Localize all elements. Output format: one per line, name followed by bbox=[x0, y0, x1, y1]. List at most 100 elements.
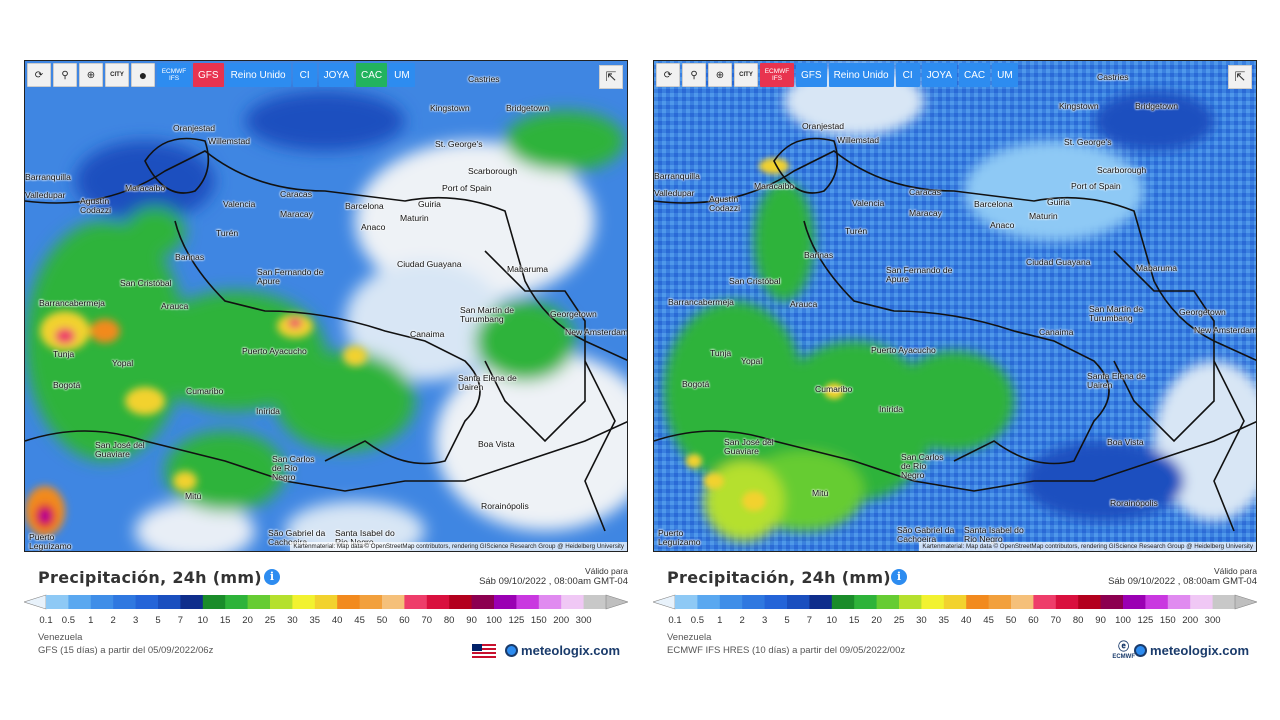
model-button-ecmwf[interactable]: ECMWF IFS bbox=[760, 63, 794, 87]
scale-swatch bbox=[68, 595, 92, 609]
city-label: Agustín Codazzi bbox=[709, 194, 741, 213]
scale-swatch bbox=[516, 595, 540, 609]
dot-icon[interactable]: ● bbox=[131, 63, 155, 87]
region-button-cac[interactable]: CAC bbox=[356, 63, 388, 87]
legend-title: Precipitación, 24h (mm) bbox=[667, 568, 891, 587]
map-view[interactable]: ⟳ ⚲ ⊕ CITY ECMWF IFS GFS Reino Unido CI … bbox=[653, 60, 1257, 552]
city-label: Inírida bbox=[879, 404, 903, 414]
location-pin-icon[interactable]: ⚲ bbox=[682, 63, 706, 87]
city-icon[interactable]: CITY bbox=[734, 63, 758, 87]
region-button-reino-unido[interactable]: Reino Unido bbox=[828, 63, 894, 87]
city-label: Scarborough bbox=[1097, 165, 1147, 175]
scale-label: 200 bbox=[553, 615, 570, 626]
city-label: Agustín Codazzi bbox=[80, 196, 112, 215]
zoom-icon[interactable]: ⊕ bbox=[708, 63, 732, 87]
city-label: Anaco bbox=[990, 220, 1015, 230]
scale-label: 50 bbox=[1005, 615, 1017, 626]
region-button-joya[interactable]: JOYA bbox=[921, 63, 957, 87]
city-icon[interactable]: CITY bbox=[105, 63, 129, 87]
precipitation-map-canvas[interactable] bbox=[25, 61, 628, 552]
region-button-um[interactable]: UM bbox=[389, 63, 415, 87]
model-button-gfs[interactable]: GFS bbox=[193, 63, 224, 87]
city-label: Port of Spain bbox=[1071, 181, 1121, 191]
scale-swatch bbox=[742, 595, 766, 609]
city-label: Mabaruma bbox=[507, 264, 549, 274]
scale-label: 15 bbox=[848, 615, 860, 626]
scale-swatch bbox=[1190, 595, 1214, 609]
map-toolbar: ⟳ ⚲ ⊕ CITY ● ECMWF IFS GFS Reino Unido C… bbox=[27, 63, 415, 89]
scale-swatch bbox=[697, 595, 721, 609]
scale-label: 45 bbox=[983, 615, 994, 626]
refresh-icon[interactable]: ⟳ bbox=[27, 63, 51, 87]
scale-swatch bbox=[764, 595, 788, 609]
city-label: Oranjestad bbox=[173, 123, 216, 133]
scale-label: 100 bbox=[486, 615, 502, 626]
map-view[interactable]: ⟳ ⚲ ⊕ CITY ● ECMWF IFS GFS Reino Unido C… bbox=[24, 60, 628, 552]
city-label: Bridgetown bbox=[1135, 101, 1178, 111]
city-label: Rorainópolis bbox=[481, 501, 529, 511]
city-label: Ciudad Guayana bbox=[397, 259, 462, 269]
share-icon[interactable]: ⇱ bbox=[599, 65, 623, 89]
brand-text: meteologix.com bbox=[1150, 643, 1249, 658]
city-label: Puerto Ayacucho bbox=[871, 345, 936, 355]
ecmwf-logo-icon: ⓔ bbox=[1118, 641, 1130, 653]
scale-arrow-left bbox=[24, 594, 47, 610]
city-label: St. George's bbox=[1064, 137, 1112, 147]
city-label: Mitú bbox=[812, 488, 829, 498]
city-label: São Gabriel da Cachoeira bbox=[268, 528, 326, 547]
city-label: Mitú bbox=[185, 491, 202, 501]
scale-label: 45 bbox=[354, 615, 365, 626]
info-icon[interactable]: i bbox=[264, 569, 280, 585]
legend-title: Precipitación, 24h (mm) bbox=[38, 568, 262, 587]
scale-label: 90 bbox=[1095, 615, 1106, 626]
scale-swatch bbox=[966, 595, 990, 609]
region-button-reino-unido[interactable]: Reino Unido bbox=[225, 63, 291, 87]
city-label: Inírida bbox=[256, 406, 280, 416]
region-button-cac[interactable]: CAC bbox=[959, 63, 991, 87]
globe-icon bbox=[1134, 644, 1148, 657]
city-label: Valencia bbox=[223, 199, 256, 209]
scale-label: 7 bbox=[806, 615, 813, 626]
model-button-ecmwf[interactable]: ECMWF IFS bbox=[157, 63, 191, 87]
us-flag-icon bbox=[472, 644, 496, 658]
region-name: Venezuela bbox=[38, 632, 83, 643]
share-icon[interactable]: ⇱ bbox=[1228, 65, 1252, 89]
region-button-ci[interactable]: CI bbox=[895, 63, 920, 87]
city-label: Rorainópolis bbox=[1110, 498, 1158, 508]
model-button-gfs[interactable]: GFS bbox=[796, 63, 827, 87]
city-label: Yopal bbox=[112, 358, 134, 368]
city-label: Barrancabermeja bbox=[39, 298, 105, 308]
precipitation-map-canvas[interactable] bbox=[654, 61, 1257, 552]
scale-label: 1 bbox=[88, 615, 94, 626]
location-pin-icon[interactable]: ⚲ bbox=[53, 63, 77, 87]
city-label: Willemstad bbox=[208, 136, 251, 146]
zoom-icon[interactable]: ⊕ bbox=[79, 63, 103, 87]
scale-label: 70 bbox=[1050, 615, 1062, 626]
scale-label: 35 bbox=[309, 615, 321, 626]
city-label: Tunja bbox=[710, 348, 732, 358]
city-label: San Fernando de Apure bbox=[886, 265, 953, 284]
city-label: Guiria bbox=[1047, 197, 1070, 207]
scale-swatch bbox=[158, 595, 181, 609]
region-button-um[interactable]: UM bbox=[992, 63, 1018, 87]
scale-label: 80 bbox=[443, 615, 455, 626]
meteologix-brand[interactable]: meteologix.com bbox=[505, 643, 620, 658]
city-label: Maracaibo bbox=[754, 181, 795, 191]
refresh-icon[interactable]: ⟳ bbox=[656, 63, 680, 87]
city-label: Anaco bbox=[361, 222, 386, 232]
city-label: Bridgetown bbox=[506, 103, 549, 113]
scale-label: 5 bbox=[155, 615, 161, 626]
scale-label: 90 bbox=[466, 615, 477, 626]
city-label: Maracay bbox=[909, 208, 942, 218]
scale-label: 40 bbox=[960, 615, 972, 626]
info-icon[interactable]: i bbox=[891, 569, 907, 585]
meteologix-brand[interactable]: meteologix.com bbox=[1134, 643, 1249, 658]
scale-swatch bbox=[1033, 595, 1057, 609]
region-button-ci[interactable]: CI bbox=[292, 63, 317, 87]
scale-arrow-right bbox=[1234, 594, 1257, 610]
city-label: Kingstown bbox=[1059, 101, 1099, 111]
city-label: Caracas bbox=[909, 187, 941, 197]
city-label: Georgetown bbox=[1179, 307, 1226, 317]
city-label: Georgetown bbox=[550, 309, 597, 319]
region-button-joya[interactable]: JOYA bbox=[318, 63, 354, 87]
